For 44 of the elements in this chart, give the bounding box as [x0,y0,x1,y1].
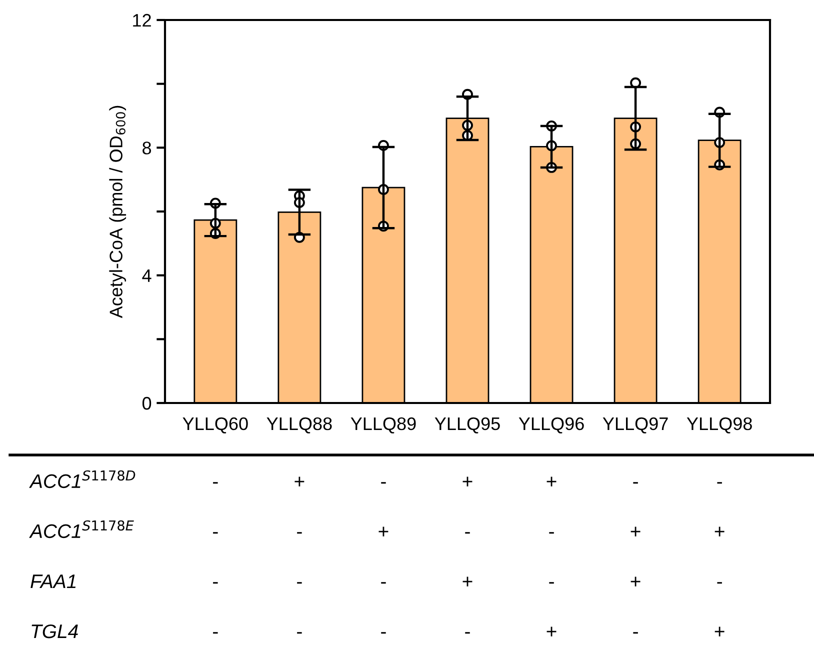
y-tick-label: 8 [142,142,152,154]
x-tick-label: YLLQ97 [602,417,668,434]
text: - [297,632,302,634]
text: - [381,582,386,584]
text: - [213,632,218,634]
text: - [549,582,554,584]
text: + [378,526,388,536]
text: + [546,626,556,636]
x-tick-label: YLLQ95 [434,417,500,434]
x-tick-label: YLLQ60 [182,417,248,434]
text: - [549,532,554,534]
text: - [717,582,722,584]
y-axis-title: Acetyl-CoA (pmol / OD$_{600}$) [109,106,126,318]
text: TGL4 [32,624,78,638]
text: - [717,482,722,484]
text: - [465,532,470,534]
text: + [714,626,724,636]
text: - [381,482,386,484]
y-tick-label: 0 [142,396,152,410]
text: - [633,482,638,484]
text: + [546,476,556,486]
text: - [381,632,386,634]
text: + [462,476,472,486]
text: + [714,526,724,536]
text: - [297,582,302,584]
x-tick-label: YLLQ96 [518,417,584,434]
text: + [294,476,304,486]
text: + [630,576,640,586]
text: - [213,482,218,484]
y-tick-label: 4 [142,269,152,282]
x-tick-label: YLLQ88 [266,417,332,434]
text: ACC1$^{S1178E}$ [29,520,134,538]
text: - [633,632,638,634]
text: + [462,576,472,586]
text: - [297,532,302,534]
text: - [213,582,218,584]
text: - [465,632,470,634]
text: + [630,526,640,536]
x-tick-label: YLLQ98 [686,417,752,434]
text: ACC1$^{S1178D}$ [29,470,136,488]
x-tick-label: YLLQ89 [350,417,416,434]
text: - [213,532,218,534]
y-tick-label: 12 [133,14,151,27]
text: FAA1 [30,574,76,588]
